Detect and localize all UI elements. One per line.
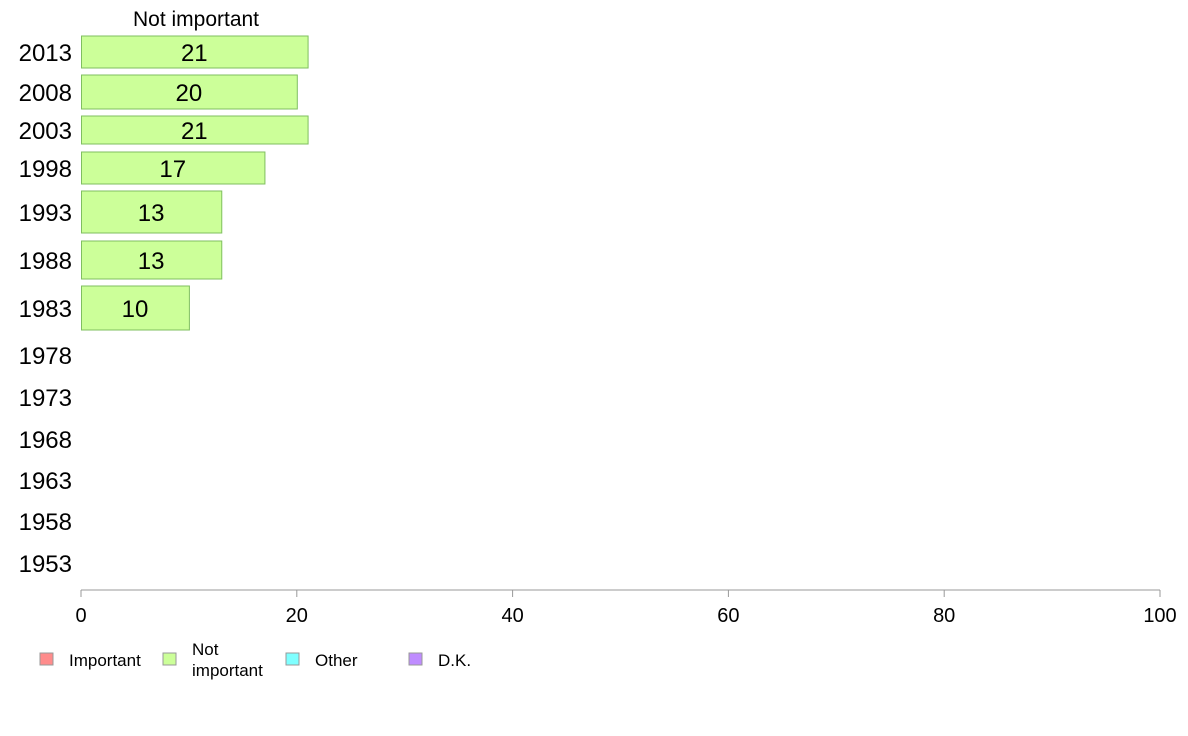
y-tick-label: 2008 xyxy=(19,80,72,107)
y-tick-label: 1978 xyxy=(19,343,72,370)
bar-value-label: 17 xyxy=(159,156,186,183)
bars-group: 21 20 21 17 13 13 10 xyxy=(81,35,309,331)
legend-label: Important xyxy=(69,651,141,670)
y-tick-label: 1993 xyxy=(19,200,72,227)
legend-label: Not important xyxy=(192,640,263,680)
bar-value-label: 13 xyxy=(138,200,165,227)
legend-swatch xyxy=(285,652,300,666)
y-tick-label: 1963 xyxy=(19,468,72,495)
y-tick-label: 1983 xyxy=(19,296,72,323)
x-tick-label: 20 xyxy=(286,605,308,627)
x-tick-label: 40 xyxy=(501,605,523,627)
bar-value-label: 20 xyxy=(176,80,203,107)
y-tick-label: 1958 xyxy=(19,509,72,536)
y-tick-label: 1973 xyxy=(19,385,72,412)
bar-value-label: 13 xyxy=(138,248,165,275)
bar xyxy=(81,190,223,234)
y-axis-labels: 2013 2008 2003 1998 1993 1988 1983 1978 1973 1968… xyxy=(19,40,72,578)
y-tick-label: 1988 xyxy=(19,248,72,275)
legend-label: D.K. xyxy=(438,651,471,670)
bar-value-label: 21 xyxy=(181,118,208,145)
legend-label: Other xyxy=(315,651,358,670)
x-axis: 0 20 40 60 80 100 xyxy=(75,589,1177,627)
x-tick-label: 60 xyxy=(717,605,739,627)
legend-swatch xyxy=(162,652,177,666)
y-tick-label: 2013 xyxy=(19,40,72,67)
x-tick-label: 100 xyxy=(1143,605,1176,627)
bar-value-label: 10 xyxy=(122,296,149,323)
x-tick-label: 0 xyxy=(75,605,86,627)
y-tick-label: 1998 xyxy=(19,156,72,183)
bar xyxy=(81,115,309,145)
legend-swatch xyxy=(39,652,54,666)
y-tick-label: 1953 xyxy=(19,551,72,578)
panel-title: Not important xyxy=(133,8,259,31)
legend-swatch xyxy=(408,652,423,666)
x-tick-label: 80 xyxy=(933,605,955,627)
bar xyxy=(81,240,223,280)
y-tick-label: 1968 xyxy=(19,427,72,454)
bar xyxy=(81,151,266,185)
legend: Important Not important Other D.K. xyxy=(39,640,471,680)
y-tick-label: 2003 xyxy=(19,118,72,145)
bar xyxy=(81,74,298,110)
bar-value-label: 21 xyxy=(181,40,208,67)
bar xyxy=(81,285,190,331)
bar xyxy=(81,35,309,69)
